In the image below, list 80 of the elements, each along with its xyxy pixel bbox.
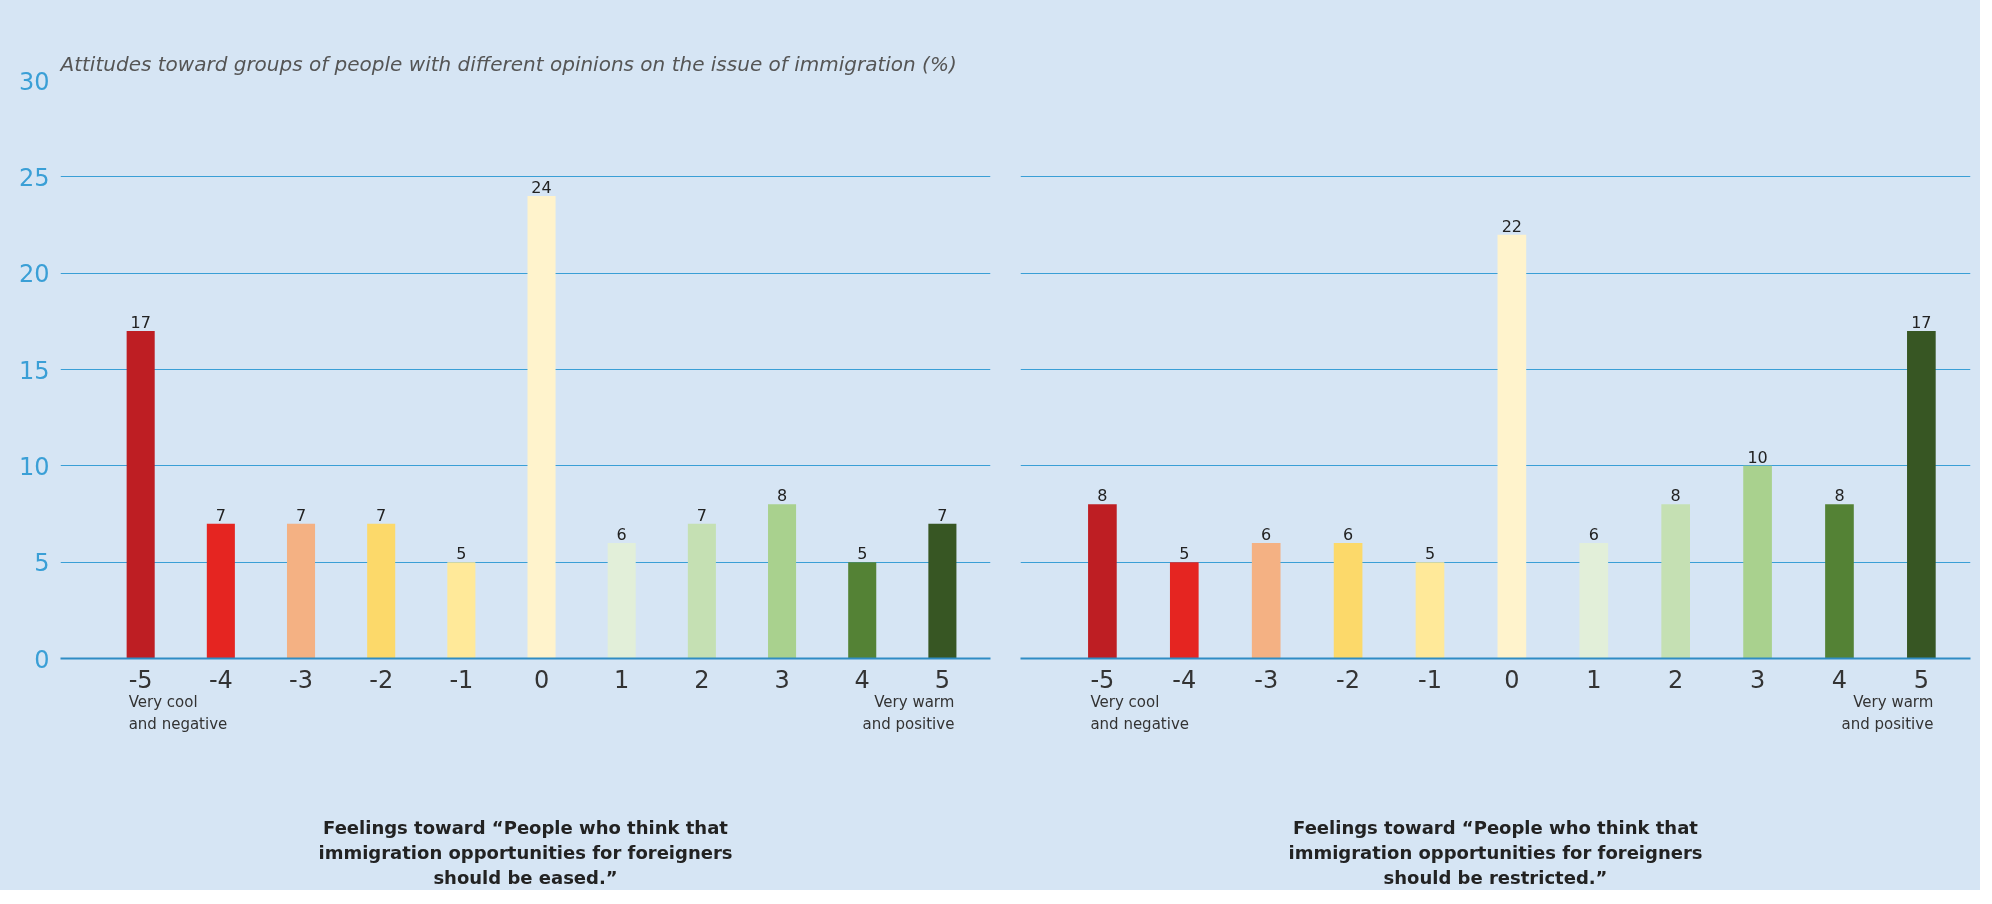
text: Very warm and positive [862, 693, 955, 733]
x-tick-label: -5 [1090, 665, 1115, 694]
data-label: 17 [1911, 312, 1932, 332]
x-tick-label: 0 [1504, 665, 1520, 694]
x-tick-label: -5 [128, 665, 153, 694]
bar [1169, 562, 1199, 659]
x-tick-label: -4 [208, 665, 233, 694]
bar [527, 196, 556, 659]
bar [1088, 504, 1117, 659]
y-tick-label: 5 [34, 549, 50, 578]
bar [286, 523, 316, 659]
y-tick-label: 0 [34, 645, 50, 674]
bar [206, 523, 235, 659]
text: Very cool and negative [1090, 693, 1189, 733]
y-tick-label: 25 [18, 163, 50, 192]
data-label: 8 [1097, 486, 1108, 506]
bar [768, 504, 797, 659]
bar [687, 523, 716, 659]
data-label: 17 [130, 312, 151, 332]
bar [367, 523, 396, 659]
x-tick-label: 1 [1586, 665, 1602, 694]
bar [1825, 504, 1854, 659]
x-tick-label: -3 [289, 665, 313, 694]
bar [1333, 542, 1363, 659]
bar [1661, 504, 1690, 659]
x-tick-label: 4 [1831, 665, 1848, 694]
x-tick-label: 0 [533, 665, 550, 694]
text: Very cool and negative [128, 693, 228, 733]
bar [848, 562, 877, 659]
data-label: 5 [857, 544, 868, 564]
x-tick-label: -1 [1418, 665, 1442, 694]
data-label: 6 [1588, 524, 1599, 544]
x-axis-title: Feelings toward “People who think that immigration opportunities for foreigners should be eased.” [318, 816, 733, 888]
bar [126, 330, 155, 659]
x-tick-label: 1 [614, 665, 630, 694]
x-tick-label: 2 [694, 665, 710, 694]
x-tick-label: 3 [1749, 665, 1766, 694]
x-axis-title: Feelings toward “People who think that immigration opportunities for foreigners should be restricted.” [1288, 816, 1703, 888]
data-label: 6 [616, 524, 627, 544]
y-tick-label: 10 [18, 452, 50, 481]
data-label: 7 [376, 505, 387, 525]
data-label: 5 [1179, 544, 1190, 564]
x-tick-label: 3 [774, 665, 790, 694]
data-label: 5 [456, 544, 467, 564]
bar [447, 562, 476, 659]
data-label: 8 [776, 486, 788, 506]
y-tick-label: 30 [18, 67, 50, 96]
x-tick-label: -2 [1336, 665, 1361, 694]
bar [1907, 330, 1936, 659]
data-label: 7 [215, 505, 226, 525]
x-tick-label: 5 [1913, 665, 1930, 694]
x-tick-label: 4 [854, 665, 870, 694]
data-label: 8 [1834, 486, 1845, 506]
x-tick-label: -1 [449, 665, 474, 694]
bar [1743, 465, 1772, 659]
x-tick-label: -4 [1172, 665, 1197, 694]
data-label: 6 [1261, 524, 1272, 544]
data-label: 10 [1747, 447, 1768, 467]
x-tick-label: -3 [1254, 665, 1279, 694]
bar [1415, 562, 1445, 659]
data-label: 8 [1670, 486, 1681, 506]
data-label: 7 [295, 505, 307, 525]
data-label: 7 [937, 505, 948, 525]
data-label: 22 [1501, 216, 1523, 236]
bar [928, 523, 957, 659]
data-label: 6 [1343, 524, 1354, 544]
bar [1497, 234, 1527, 659]
x-tick-label: 5 [934, 665, 951, 694]
data-label: 5 [1424, 544, 1436, 564]
data-label: 7 [696, 505, 707, 525]
y-tick-label: 15 [18, 356, 50, 385]
bar [607, 542, 636, 659]
x-tick-label: 2 [1668, 665, 1684, 694]
x-tick-label: -2 [369, 665, 394, 694]
data-label: 24 [531, 178, 552, 198]
text: Very warm and positive [1841, 693, 1934, 733]
chart-title: Attitudes toward groups of people with different opinions on the issue of immigration (%) [58, 51, 957, 76]
y-tick-label: 20 [18, 260, 50, 289]
bar [1251, 542, 1281, 659]
bar [1579, 542, 1609, 659]
